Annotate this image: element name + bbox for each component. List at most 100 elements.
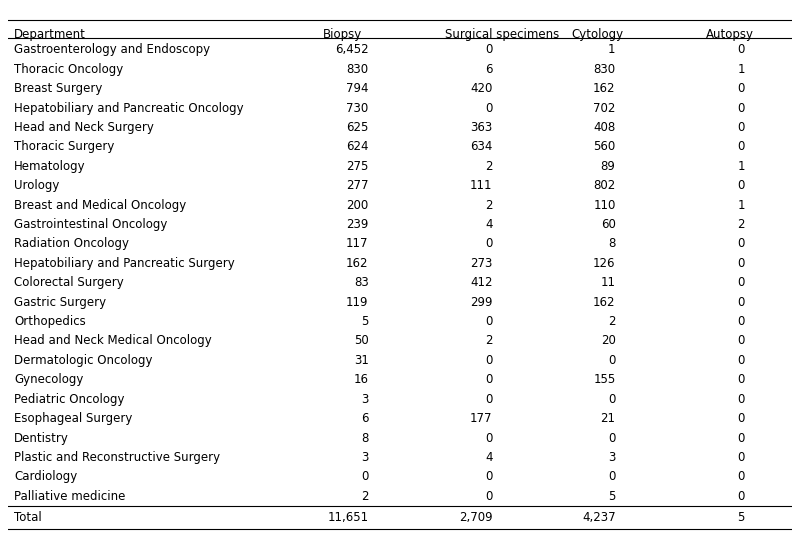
Text: 0: 0 xyxy=(485,237,493,250)
Text: 625: 625 xyxy=(346,121,369,134)
Text: Hepatobiliary and Pancreatic Surgery: Hepatobiliary and Pancreatic Surgery xyxy=(14,257,235,270)
Text: 560: 560 xyxy=(594,141,616,154)
Text: 6: 6 xyxy=(361,412,369,425)
Text: 0: 0 xyxy=(738,82,745,95)
Text: Pediatric Oncology: Pediatric Oncology xyxy=(14,393,125,406)
Text: 3: 3 xyxy=(362,451,369,464)
Text: Surgical specimens: Surgical specimens xyxy=(446,28,560,41)
Text: 83: 83 xyxy=(354,276,369,289)
Text: Radiation Oncology: Radiation Oncology xyxy=(14,237,130,250)
Text: 2: 2 xyxy=(485,160,493,173)
Text: 5: 5 xyxy=(362,315,369,328)
Text: 420: 420 xyxy=(470,82,493,95)
Text: Cardiology: Cardiology xyxy=(14,470,78,483)
Text: Hepatobiliary and Pancreatic Oncology: Hepatobiliary and Pancreatic Oncology xyxy=(14,102,244,115)
Text: 1: 1 xyxy=(738,63,745,76)
Text: Esophageal Surgery: Esophageal Surgery xyxy=(14,412,133,425)
Text: 4: 4 xyxy=(485,451,493,464)
Text: 60: 60 xyxy=(601,218,616,231)
Text: 0: 0 xyxy=(362,470,369,483)
Text: 2: 2 xyxy=(738,218,745,231)
Text: 31: 31 xyxy=(354,354,369,367)
Text: 0: 0 xyxy=(738,393,745,406)
Text: Breast and Medical Oncology: Breast and Medical Oncology xyxy=(14,199,186,212)
Text: 8: 8 xyxy=(608,237,616,250)
Text: 0: 0 xyxy=(738,257,745,270)
Text: 363: 363 xyxy=(470,121,493,134)
Text: 0: 0 xyxy=(738,141,745,154)
Text: 634: 634 xyxy=(470,141,493,154)
Text: 0: 0 xyxy=(485,393,493,406)
Text: Urology: Urology xyxy=(14,179,60,192)
Text: 21: 21 xyxy=(601,412,616,425)
Text: 2: 2 xyxy=(485,334,493,347)
Text: Palliative medicine: Palliative medicine xyxy=(14,490,126,503)
Text: Dermatologic Oncology: Dermatologic Oncology xyxy=(14,354,153,367)
Text: 830: 830 xyxy=(594,63,616,76)
Text: Head and Neck Surgery: Head and Neck Surgery xyxy=(14,121,154,134)
Text: 5: 5 xyxy=(608,490,616,503)
Text: Gastrointestinal Oncology: Gastrointestinal Oncology xyxy=(14,218,168,231)
Text: Orthopedics: Orthopedics xyxy=(14,315,86,328)
Text: 119: 119 xyxy=(346,296,369,309)
Text: Total: Total xyxy=(14,511,42,524)
Text: 0: 0 xyxy=(738,373,745,386)
Text: 3: 3 xyxy=(608,451,616,464)
Text: 0: 0 xyxy=(738,315,745,328)
Text: 0: 0 xyxy=(738,432,745,445)
Text: Hematology: Hematology xyxy=(14,160,86,173)
Text: 275: 275 xyxy=(346,160,369,173)
Text: 0: 0 xyxy=(738,470,745,483)
Text: 0: 0 xyxy=(485,315,493,328)
Text: 0: 0 xyxy=(738,334,745,347)
Text: 162: 162 xyxy=(593,82,616,95)
Text: 0: 0 xyxy=(738,490,745,503)
Text: 126: 126 xyxy=(593,257,616,270)
Text: 0: 0 xyxy=(608,393,616,406)
Text: 408: 408 xyxy=(594,121,616,134)
Text: 794: 794 xyxy=(346,82,369,95)
Text: 0: 0 xyxy=(608,432,616,445)
Text: Gastroenterology and Endoscopy: Gastroenterology and Endoscopy xyxy=(14,43,210,56)
Text: 5: 5 xyxy=(738,511,745,524)
Text: 702: 702 xyxy=(594,102,616,115)
Text: 8: 8 xyxy=(362,432,369,445)
Text: Gynecology: Gynecology xyxy=(14,373,84,386)
Text: 2,709: 2,709 xyxy=(459,511,493,524)
Text: 4,237: 4,237 xyxy=(582,511,616,524)
Text: 0: 0 xyxy=(485,470,493,483)
Text: 3: 3 xyxy=(362,393,369,406)
Text: 0: 0 xyxy=(738,276,745,289)
Text: 830: 830 xyxy=(346,63,369,76)
Text: Gastric Surgery: Gastric Surgery xyxy=(14,296,106,309)
Text: Thoracic Oncology: Thoracic Oncology xyxy=(14,63,123,76)
Text: 0: 0 xyxy=(738,179,745,192)
Text: 0: 0 xyxy=(608,470,616,483)
Text: Biopsy: Biopsy xyxy=(323,28,362,41)
Text: Thoracic Surgery: Thoracic Surgery xyxy=(14,141,114,154)
Text: 624: 624 xyxy=(346,141,369,154)
Text: 200: 200 xyxy=(346,199,369,212)
Text: 802: 802 xyxy=(594,179,616,192)
Text: 239: 239 xyxy=(346,218,369,231)
Text: 0: 0 xyxy=(485,490,493,503)
Text: 0: 0 xyxy=(738,121,745,134)
Text: Dentistry: Dentistry xyxy=(14,432,69,445)
Text: 0: 0 xyxy=(738,354,745,367)
Text: 6: 6 xyxy=(485,63,493,76)
Text: 110: 110 xyxy=(594,199,616,212)
Text: 1: 1 xyxy=(738,199,745,212)
Text: 273: 273 xyxy=(470,257,493,270)
Text: 2: 2 xyxy=(361,490,369,503)
Text: 2: 2 xyxy=(485,199,493,212)
Text: 2: 2 xyxy=(608,315,616,328)
Text: Cytology: Cytology xyxy=(571,28,623,41)
Text: 0: 0 xyxy=(485,432,493,445)
Text: 0: 0 xyxy=(738,237,745,250)
Text: 6,452: 6,452 xyxy=(335,43,369,56)
Text: 0: 0 xyxy=(485,43,493,56)
Text: 16: 16 xyxy=(354,373,369,386)
Text: 89: 89 xyxy=(601,160,616,173)
Text: 162: 162 xyxy=(593,296,616,309)
Text: 277: 277 xyxy=(346,179,369,192)
